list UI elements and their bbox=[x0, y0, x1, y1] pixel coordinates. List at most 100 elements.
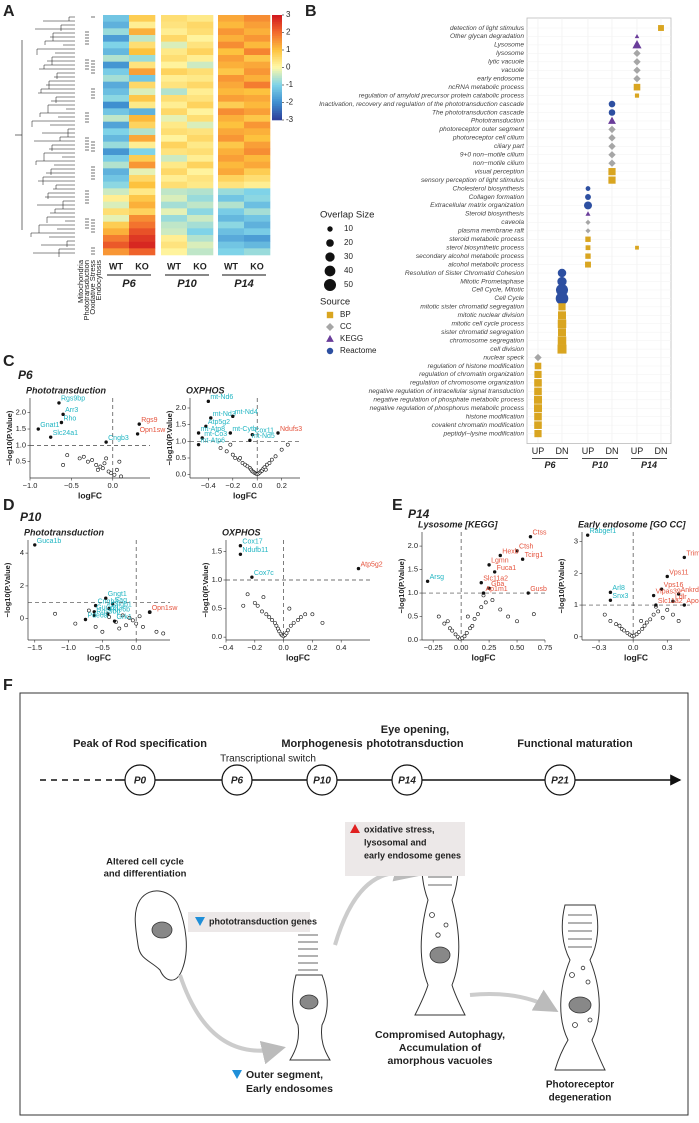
heatmap-cell bbox=[244, 121, 271, 129]
gene-label: mt-Cytb bbox=[232, 426, 257, 433]
column-label: KO bbox=[250, 261, 264, 271]
heatmap-cell bbox=[218, 148, 245, 156]
x-tick-label: −0.5 bbox=[95, 643, 110, 652]
heatmap-cell bbox=[129, 75, 156, 82]
labeled-point bbox=[36, 427, 40, 431]
heatmap-cell bbox=[244, 241, 271, 249]
heatmap-cell bbox=[244, 161, 271, 169]
node-label: P14 bbox=[398, 776, 416, 787]
gene-label: Slc11a2 bbox=[483, 576, 508, 583]
heatmap-cell bbox=[218, 201, 245, 209]
dot-diamond bbox=[534, 353, 542, 362]
term-label: negative regulation of intracellular sig… bbox=[369, 388, 525, 395]
heatmap-cell bbox=[129, 88, 156, 96]
heatmap-cell bbox=[129, 15, 156, 22]
legend-size-label: 50 bbox=[344, 280, 353, 289]
labeled-point bbox=[248, 438, 252, 443]
colorbar-step bbox=[272, 43, 282, 46]
point bbox=[255, 603, 260, 608]
term-label: Mitotic Prometaphase bbox=[460, 278, 524, 285]
annotation-label: Mitochondria bbox=[76, 259, 85, 303]
heatmap-cell bbox=[129, 248, 156, 256]
gene-label: Cox7c bbox=[254, 570, 274, 577]
point bbox=[665, 607, 670, 612]
heatmap-cell bbox=[187, 121, 214, 129]
heatmap-cell bbox=[161, 135, 188, 142]
term-label: 9+0 non−motile cilium bbox=[460, 152, 525, 159]
dot-diamond bbox=[608, 151, 616, 159]
heatmap-cell bbox=[218, 161, 245, 169]
heatmap-cell bbox=[103, 88, 130, 96]
term-label: visual perception bbox=[475, 168, 525, 175]
colorbar-step bbox=[272, 107, 282, 110]
heatmap-cell bbox=[187, 95, 214, 102]
legend-size bbox=[327, 226, 333, 232]
annotation-text: early endosome genes bbox=[364, 850, 461, 860]
timeline-node bbox=[124, 764, 156, 796]
labeled-point bbox=[356, 566, 361, 571]
heatmap-cell bbox=[161, 215, 188, 222]
heatmap-cell bbox=[218, 88, 245, 96]
colorbar-step bbox=[272, 29, 282, 32]
heatmap-cell bbox=[161, 95, 188, 102]
annotation-text: and differentiation bbox=[104, 869, 187, 880]
heatmap-cell bbox=[129, 115, 156, 122]
labeled-point bbox=[654, 603, 658, 607]
gene-label: Arr3 bbox=[65, 407, 78, 414]
heatmap-cell bbox=[187, 21, 214, 29]
point bbox=[445, 619, 450, 624]
plot-title: OXPHOS bbox=[222, 527, 261, 537]
heatmap-cell bbox=[161, 241, 188, 249]
dot-diamond bbox=[585, 228, 591, 234]
column-label: KO bbox=[135, 261, 149, 271]
dot-square bbox=[558, 303, 566, 311]
gene-label: Slc24a1 bbox=[53, 430, 78, 437]
heatmap-cell bbox=[218, 168, 245, 176]
x-label: DN bbox=[606, 446, 619, 456]
heatmap-cell bbox=[161, 128, 188, 136]
labeled-point bbox=[196, 442, 201, 447]
point bbox=[273, 454, 278, 459]
y-tick-label: 1.0 bbox=[176, 436, 186, 445]
y-axis-title: −log10(P.Value) bbox=[3, 562, 12, 617]
colorbar-step bbox=[272, 78, 282, 81]
colorbar-step bbox=[272, 72, 282, 75]
term-label: Other glycan degradation bbox=[450, 33, 524, 40]
annotation-text: degeneration bbox=[549, 1093, 612, 1104]
x-label: UP bbox=[631, 446, 644, 456]
heatmap-cell bbox=[187, 115, 214, 122]
plot-title: Phototransduction bbox=[24, 527, 104, 537]
dot-square bbox=[534, 412, 542, 421]
labeled-point bbox=[528, 534, 533, 539]
legend-size-label: 30 bbox=[344, 252, 353, 261]
y-tick-label: 1.0 bbox=[16, 440, 26, 449]
heatmap-cell bbox=[161, 68, 188, 76]
group-label: P14 bbox=[234, 278, 254, 290]
labeled-point bbox=[250, 575, 254, 579]
point bbox=[65, 453, 70, 458]
point bbox=[450, 628, 455, 633]
dot-square bbox=[534, 421, 542, 429]
plot-title: Early endosome [GO CC] bbox=[578, 519, 687, 529]
heatmap-cell bbox=[129, 161, 156, 169]
colorbar-step bbox=[272, 58, 282, 61]
term-label: regulation of chromatin organization bbox=[419, 371, 524, 378]
point bbox=[53, 611, 57, 616]
heatmap-cell bbox=[218, 188, 245, 196]
dot-diamond bbox=[633, 75, 641, 83]
node-label: P10 bbox=[313, 776, 331, 787]
annotation-text: Photoreceptor bbox=[546, 1080, 614, 1091]
point bbox=[61, 463, 66, 467]
heatmap-cell bbox=[161, 101, 188, 109]
heatmap-cell bbox=[103, 48, 130, 56]
labeled-point bbox=[651, 593, 656, 598]
colorbar-step bbox=[272, 92, 282, 95]
labeled-point bbox=[228, 431, 233, 435]
heatmap-cell bbox=[129, 121, 156, 129]
heatmap-cell bbox=[161, 161, 188, 169]
y-tick-label: 2 bbox=[20, 581, 24, 590]
dot-square bbox=[635, 245, 639, 250]
heatmap-cell bbox=[161, 195, 188, 202]
x-tick-label: −1.0 bbox=[23, 481, 38, 490]
labeled-point bbox=[659, 587, 664, 591]
